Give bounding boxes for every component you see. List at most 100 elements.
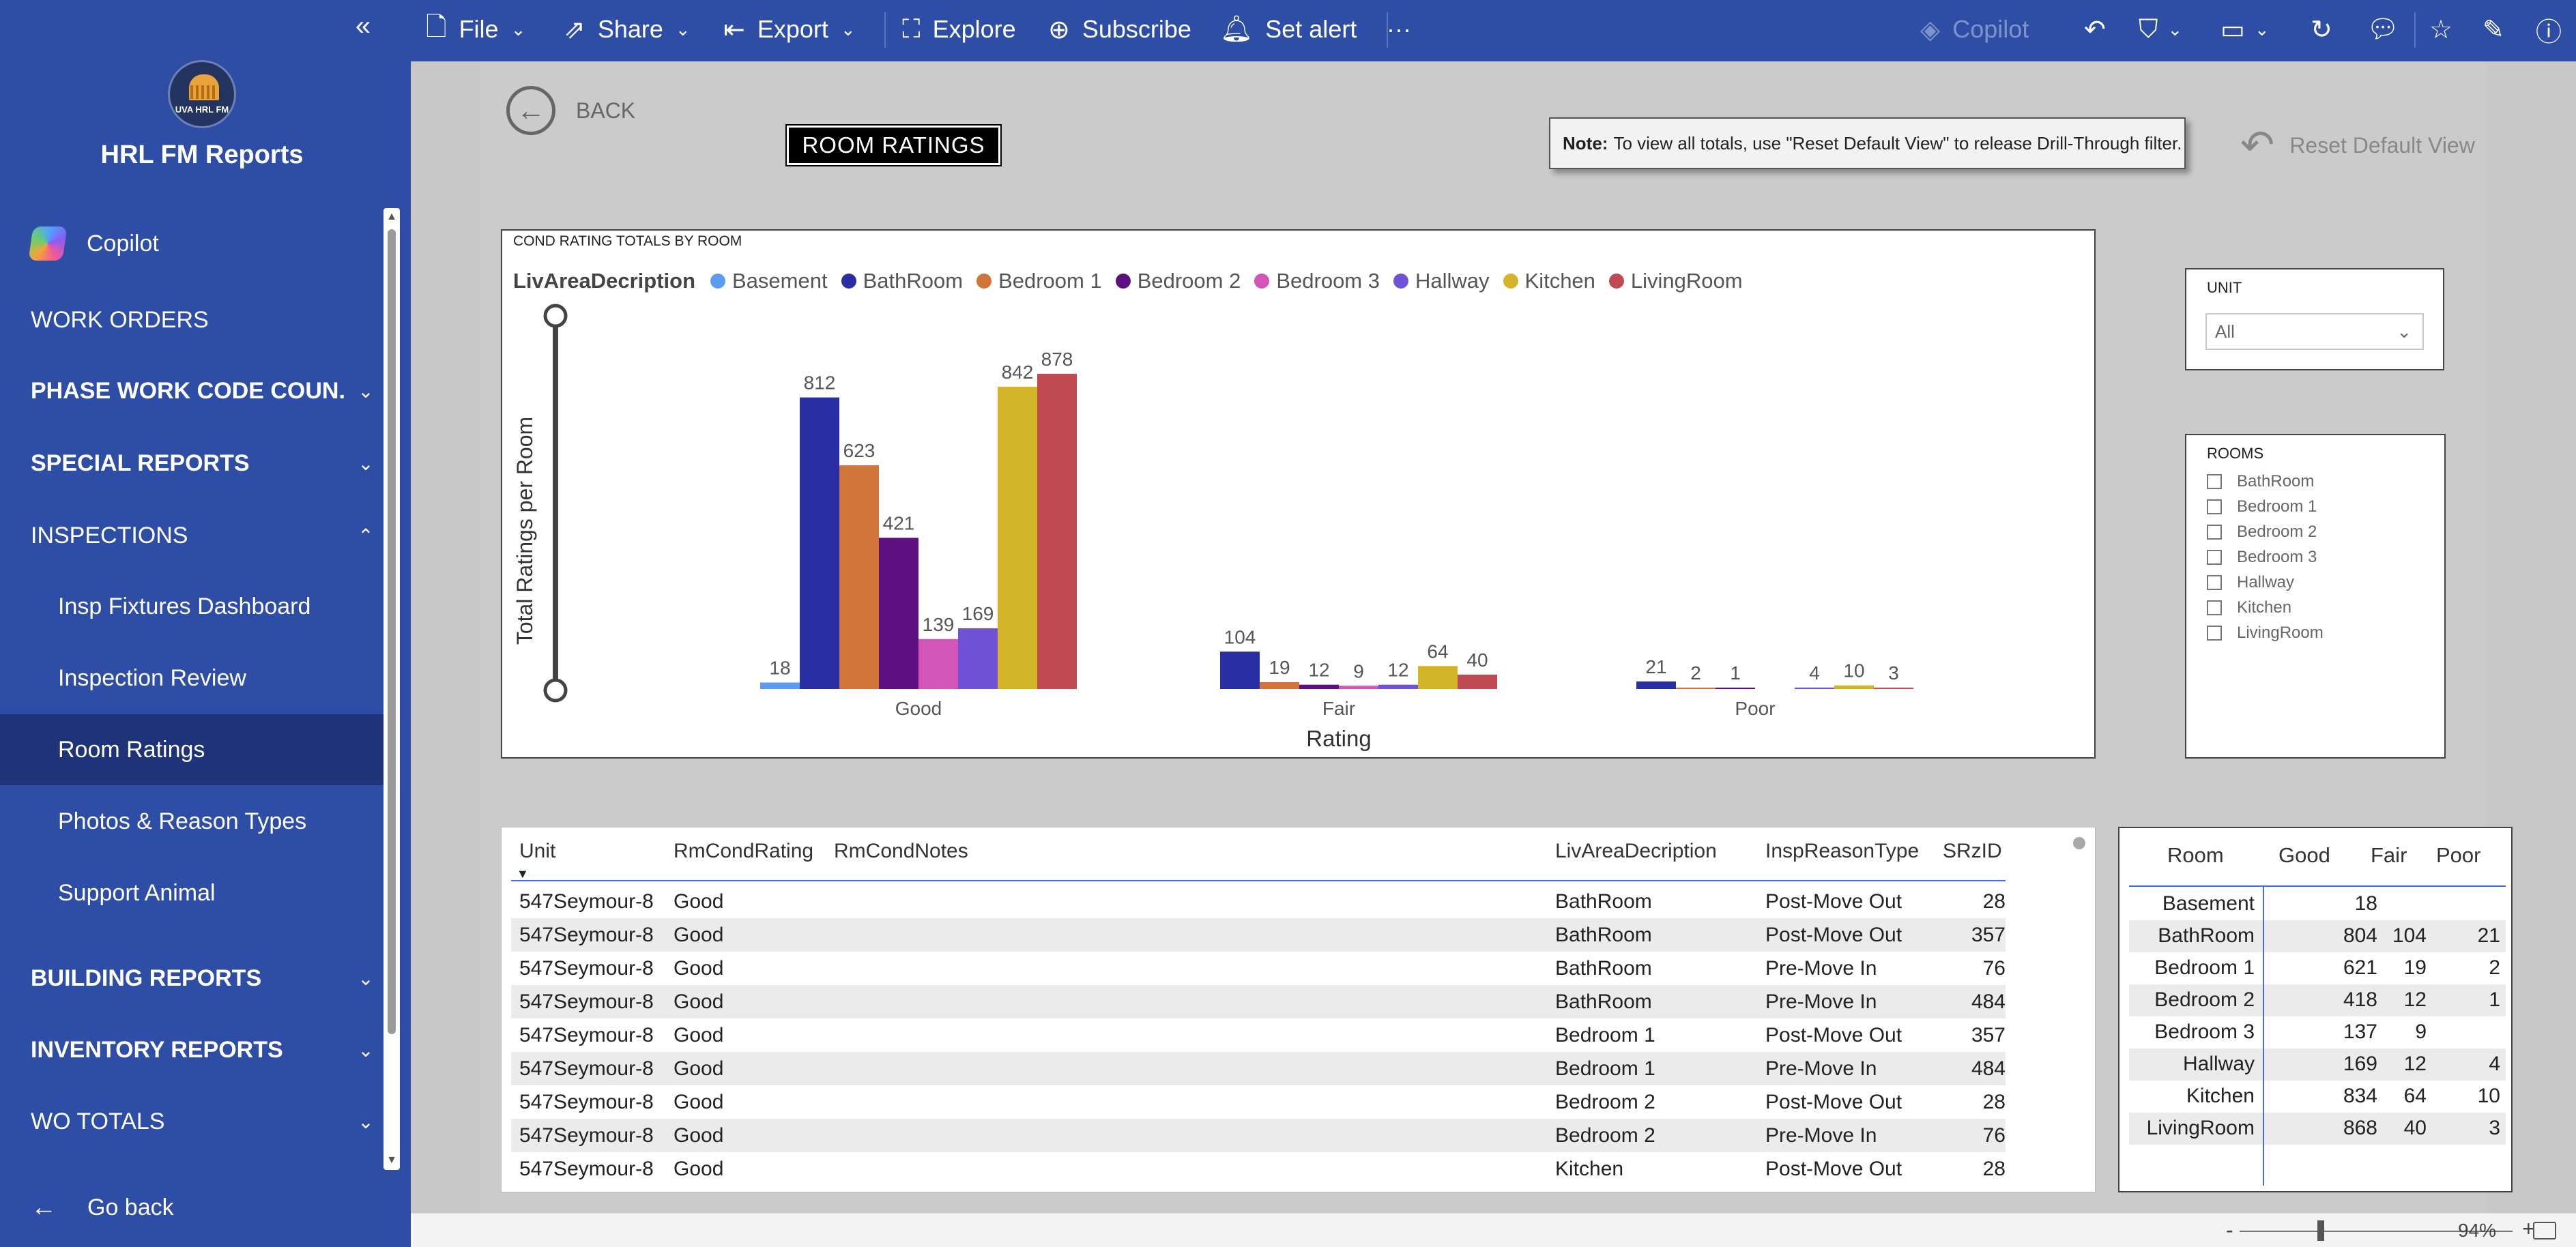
table-row[interactable]: 547Seymour-8 Good BathRoom Pre-Move In 484 xyxy=(511,985,2006,1018)
collapse-nav-icon[interactable]: « xyxy=(355,11,371,41)
more-options-button[interactable]: ··· xyxy=(1387,0,1411,59)
sidebar-item-photos-reason-types[interactable]: Photos & Reason Types xyxy=(0,786,386,857)
sidebar-item-room-ratings[interactable]: Room Ratings xyxy=(0,714,386,785)
explore-button[interactable]: ⛶ Explore xyxy=(902,0,1016,59)
chart-bar[interactable] xyxy=(1220,651,1260,689)
set-alert-button[interactable]: 🔔︎ Set alert xyxy=(1220,0,1357,59)
export-menu[interactable]: ⇤ Export ⌄ xyxy=(723,0,856,59)
table-row[interactable]: 547Seymour-8 Good Bedroom 1 Pre-Move In 484 xyxy=(511,1052,2006,1085)
matrix-header-fair[interactable]: Fair xyxy=(2371,843,2407,867)
sidebar-item-inventory-reports[interactable]: INVENTORY REPORTS ⌄ xyxy=(0,1014,386,1085)
matrix-row[interactable]: Kitchen 834 64 10 xyxy=(2129,1081,2506,1113)
checkbox[interactable] xyxy=(2207,550,2222,565)
chart-bar[interactable] xyxy=(1037,373,1077,689)
chart-bar[interactable] xyxy=(879,538,918,689)
zoom-in-button[interactable]: + xyxy=(2522,1216,2535,1241)
fit-to-page-icon[interactable] xyxy=(2533,1222,2556,1239)
column-header-livareadecription[interactable]: LivAreaDecription xyxy=(1555,840,1717,862)
go-back-button[interactable]: ← Go back xyxy=(0,1172,386,1243)
sidebar-item-building-reports[interactable]: BUILDING REPORTS ⌄ xyxy=(0,943,386,1014)
reset-icon[interactable]: ↶ xyxy=(2084,15,2106,44)
legend-item[interactable]: Bedroom 3 xyxy=(1254,269,1380,293)
back-button[interactable]: ← BACK xyxy=(506,86,635,135)
chart-bar[interactable] xyxy=(1636,681,1676,689)
matrix-row[interactable]: Bedroom 3 137 9 xyxy=(2129,1016,2506,1048)
matrix-header-room[interactable]: Room xyxy=(2167,843,2224,867)
table-row[interactable]: 547Seymour-8 Good Bedroom 2 Post-Move Out 28 xyxy=(511,1085,2006,1119)
zoom-slider-thumb[interactable] xyxy=(2317,1220,2324,1241)
edit-pencil-icon[interactable]: ✎ xyxy=(2483,15,2504,44)
matrix-header-good[interactable]: Good xyxy=(2278,843,2330,867)
table-scrollbar-thumb[interactable] xyxy=(2073,837,2085,849)
chart-bar[interactable] xyxy=(800,397,839,689)
chart-bar[interactable] xyxy=(998,386,1037,689)
matrix-row[interactable]: Bedroom 1 621 19 2 xyxy=(2129,952,2506,984)
table-row[interactable]: 547Seymour-8 Good Bedroom 1 Post-Move Out 35… xyxy=(511,1018,2006,1052)
refresh-icon[interactable]: ↻ xyxy=(2311,15,2332,44)
legend-item[interactable]: LivingRoom xyxy=(1608,269,1743,293)
matrix-row[interactable]: BathRoom 804 104 21 xyxy=(2129,920,2506,952)
unit-dropdown[interactable]: All ⌄ xyxy=(2205,313,2424,350)
matrix-row[interactable]: Bedroom 2 418 12 1 xyxy=(2129,984,2506,1016)
legend-item[interactable]: Hallway xyxy=(1393,269,1490,293)
chart-bar[interactable] xyxy=(958,628,998,689)
legend-item[interactable]: Bedroom 1 xyxy=(976,269,1102,293)
comment-icon[interactable]: 💬︎ xyxy=(2367,15,2400,44)
room-option[interactable]: Bedroom 2 xyxy=(2207,523,2317,542)
column-header-srzid[interactable]: SRzID xyxy=(1943,840,2002,862)
room-option[interactable]: Kitchen xyxy=(2207,598,2291,617)
checkbox[interactable] xyxy=(2207,600,2222,615)
favorite-star-icon[interactable]: ☆ xyxy=(2429,15,2453,44)
legend-item[interactable]: Basement xyxy=(710,269,828,293)
matrix-row[interactable]: Hallway 169 12 4 xyxy=(2129,1048,2506,1081)
scroll-down-icon[interactable]: ▼ xyxy=(386,1154,397,1166)
matrix-row[interactable]: Basement 18 xyxy=(2129,888,2506,920)
chart-bar[interactable] xyxy=(1676,688,1716,689)
legend-item[interactable]: BathRoom xyxy=(841,269,963,293)
matrix-row[interactable]: LivingRoom 868 40 3 xyxy=(2129,1113,2506,1145)
sidebar-item-support-animal[interactable]: Support Animal xyxy=(0,857,386,928)
chart-bar[interactable] xyxy=(1418,666,1458,689)
room-option[interactable]: Hallway xyxy=(2207,573,2294,592)
chart-bar[interactable] xyxy=(760,682,800,689)
table-row[interactable]: 547Seymour-8 Good BathRoom Post-Move Out 357 xyxy=(511,918,2006,952)
copilot-button[interactable]: ◈ Copilot xyxy=(1920,0,2029,59)
room-option[interactable]: Bedroom 1 xyxy=(2207,497,2317,516)
share-menu[interactable]: ⇗ Share ⌄ xyxy=(564,0,691,59)
sidebar-item-work-orders[interactable]: WORK ORDERS xyxy=(0,284,386,355)
subscribe-button[interactable]: ⊕ Subscribe xyxy=(1048,0,1191,59)
chart-bar[interactable] xyxy=(839,465,879,689)
checkbox[interactable] xyxy=(2207,499,2222,514)
room-option[interactable]: Bedroom 3 xyxy=(2207,548,2317,567)
zoom-out-button[interactable]: - xyxy=(2226,1218,2233,1242)
table-row[interactable]: 547Seymour-8 Good BathRoom Post-Move Out 28 xyxy=(511,885,2006,918)
view-menu[interactable]: ▭ ⌄ xyxy=(2220,0,2270,59)
matrix-header-poor[interactable]: Poor xyxy=(2436,843,2481,867)
scroll-up-icon[interactable]: ▲ xyxy=(386,211,397,222)
column-header-inspreasontype[interactable]: InspReasonType xyxy=(1765,840,1920,862)
sidebar-item-wo-totals[interactable]: WO TOTALS ⌄ xyxy=(0,1086,386,1157)
checkbox[interactable] xyxy=(2207,626,2222,641)
info-icon[interactable]: ⓘ xyxy=(2536,18,2562,47)
legend-item[interactable]: Bedroom 2 xyxy=(1115,269,1241,293)
column-header-rmcondnotes[interactable]: RmCondNotes xyxy=(834,840,968,862)
reset-default-view-button[interactable]: ↶ Reset Default View xyxy=(2240,121,2475,169)
sidebar-scrollbar-thumb[interactable] xyxy=(388,229,396,1034)
checkbox[interactable] xyxy=(2207,474,2222,489)
checkbox[interactable] xyxy=(2207,575,2222,590)
sidebar-item-special-reports[interactable]: SPECIAL REPORTS ⌄ xyxy=(0,428,386,499)
column-header-rmcondrating[interactable]: RmCondRating xyxy=(674,840,814,862)
checkbox[interactable] xyxy=(2207,525,2222,540)
legend-item[interactable]: Kitchen xyxy=(1503,269,1595,293)
chart-bar[interactable] xyxy=(1795,687,1834,689)
chart-bar[interactable] xyxy=(1716,688,1755,689)
room-option[interactable]: LivingRoom xyxy=(2207,624,2324,643)
chart-bar[interactable] xyxy=(1260,682,1299,689)
sidebar-item-inspections[interactable]: INSPECTIONS ⌃ xyxy=(0,500,386,571)
chart-bar[interactable] xyxy=(1834,685,1874,689)
chart-bar[interactable] xyxy=(918,639,958,689)
table-row[interactable]: 547Seymour-8 Good BathRoom Pre-Move In 76 xyxy=(511,952,2006,985)
chart-bar[interactable] xyxy=(1339,686,1378,689)
room-option[interactable]: BathRoom xyxy=(2207,472,2314,491)
sidebar-item-inspection-review[interactable]: Inspection Review xyxy=(0,643,386,714)
